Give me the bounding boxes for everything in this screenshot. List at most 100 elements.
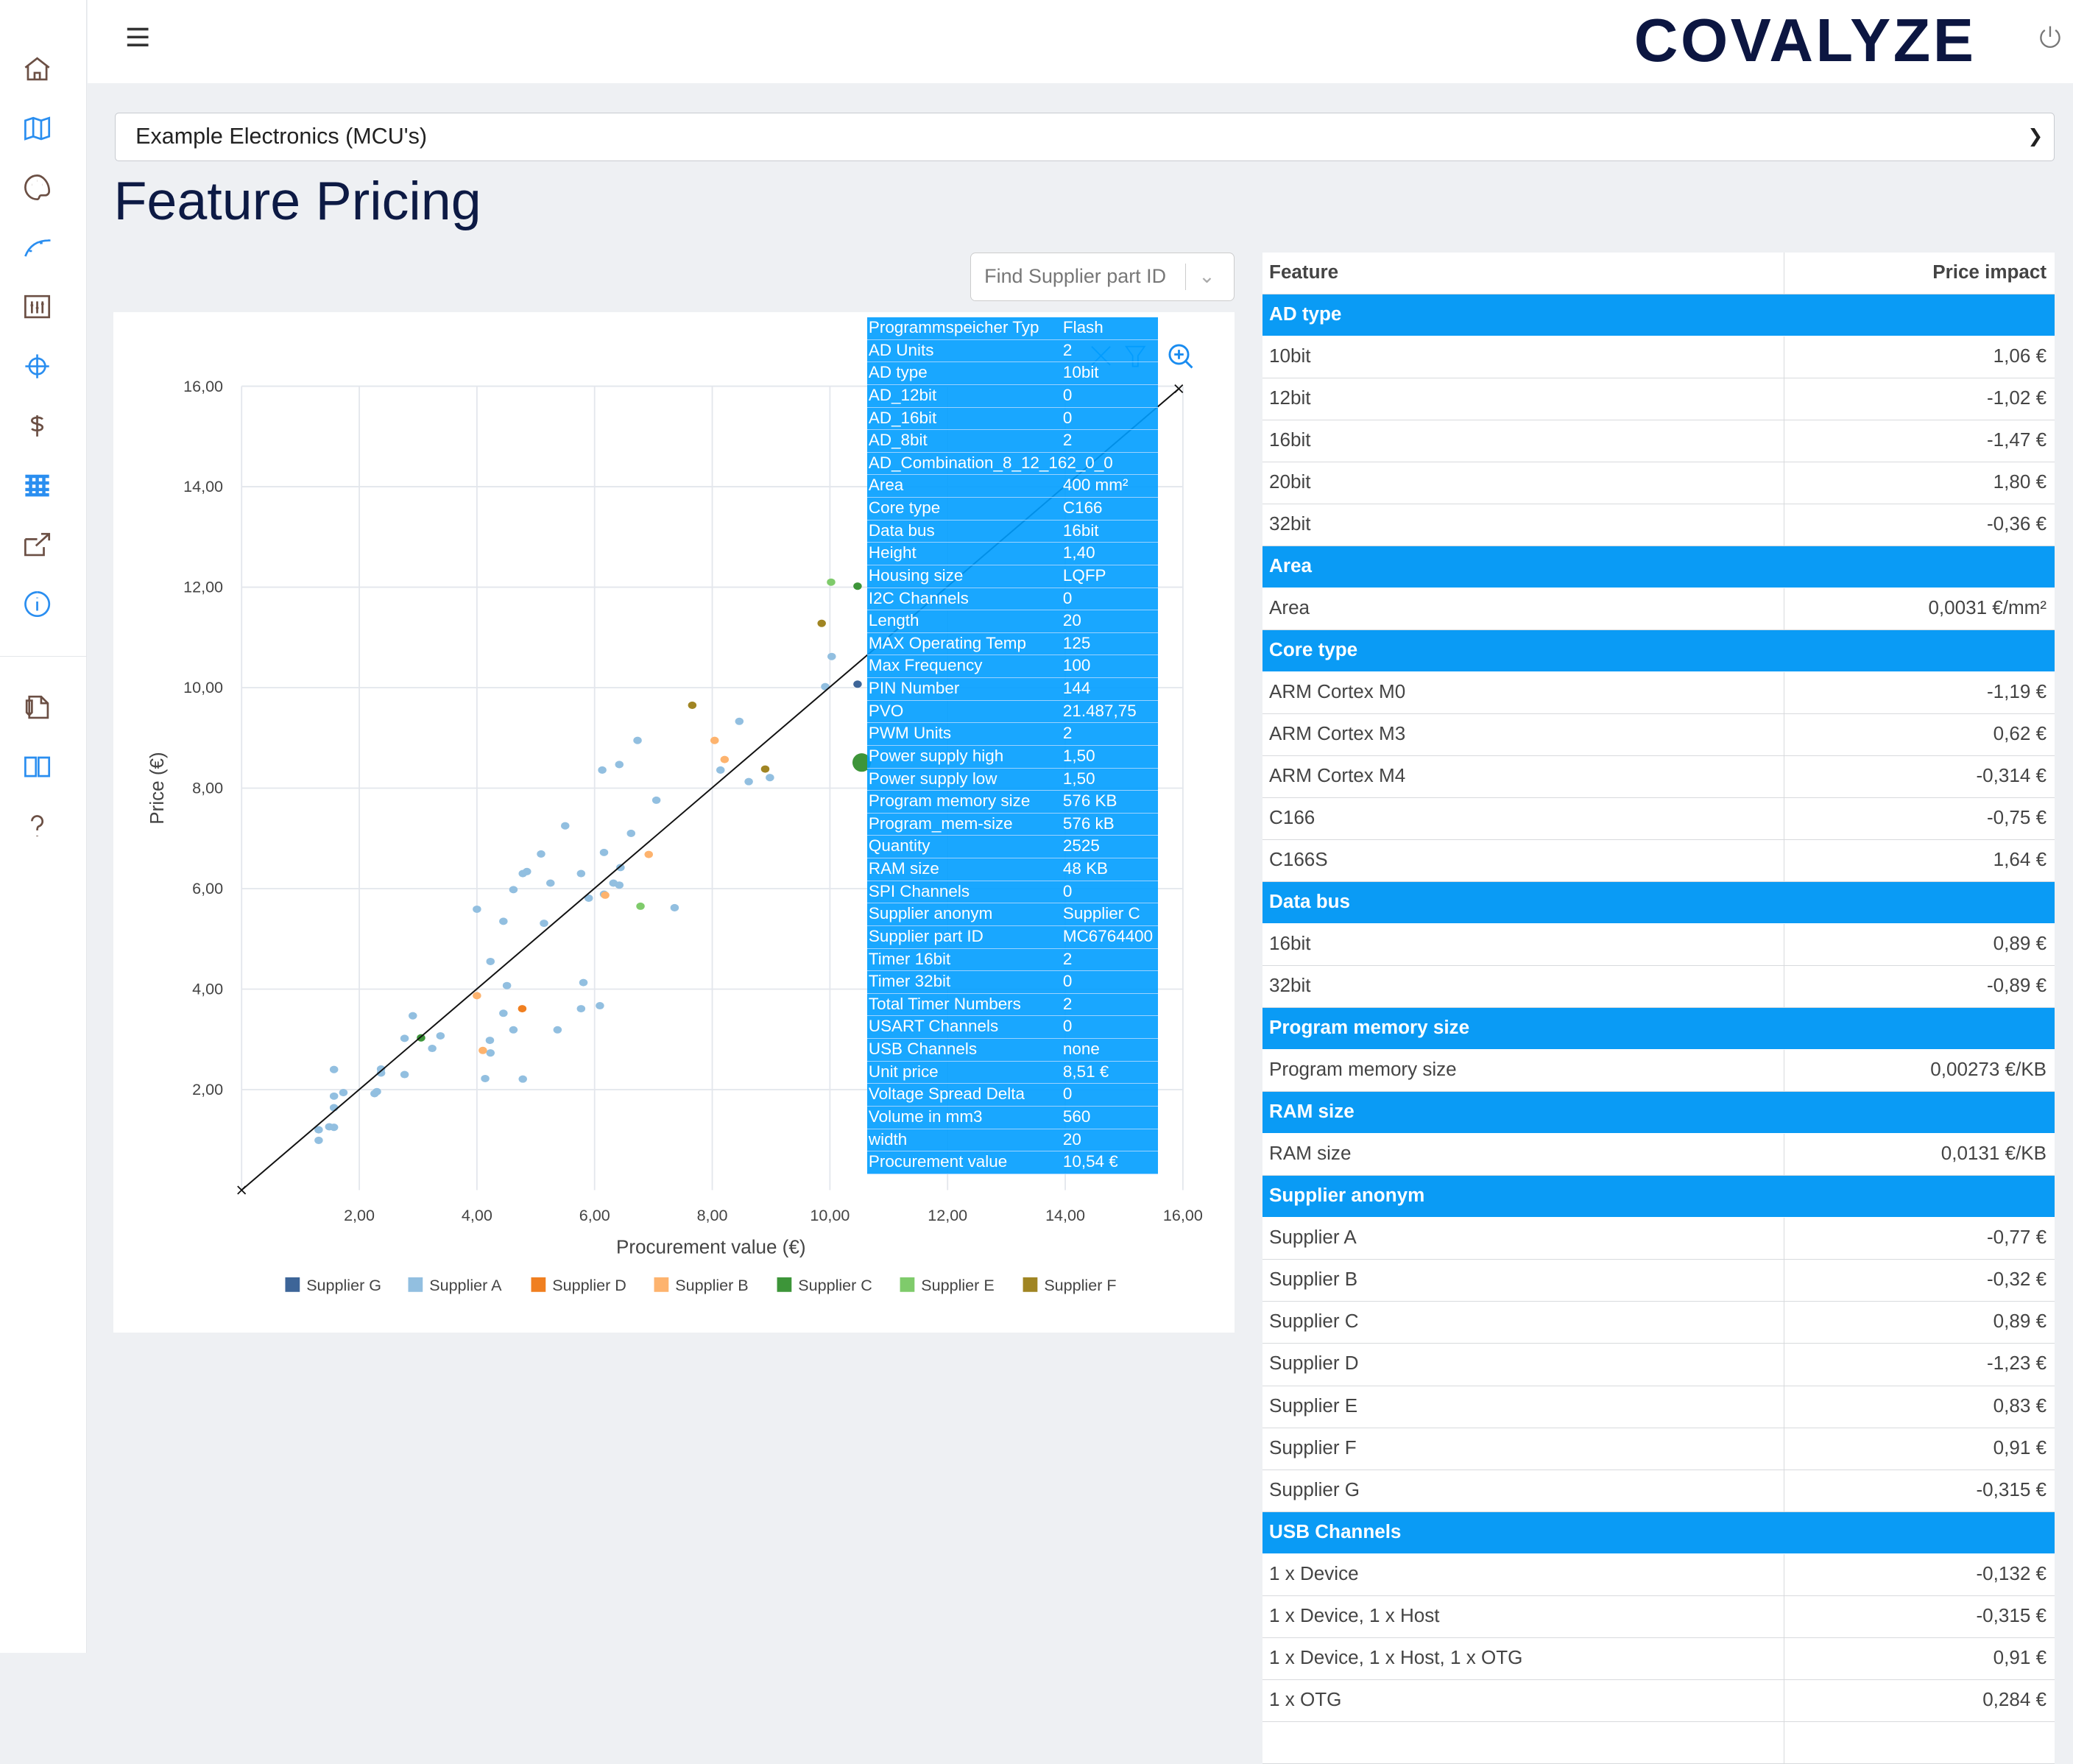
map-icon[interactable] xyxy=(21,113,53,144)
tooltip-key: Timer 32bit xyxy=(868,972,951,991)
y-tick-label: 2,00 xyxy=(193,1080,224,1098)
legend-label: Supplier E xyxy=(922,1276,995,1294)
bezier-curve-icon[interactable] xyxy=(21,231,53,263)
price-impact-cell: -1,19 € xyxy=(1987,680,2047,702)
tooltip-value: 10bit xyxy=(1062,363,1099,382)
data-point xyxy=(644,850,654,858)
data-point xyxy=(330,1092,339,1100)
tooltip-value: 0 xyxy=(1062,408,1073,427)
data-point xyxy=(853,582,863,590)
data-point xyxy=(518,1004,527,1012)
tooltip-value: 1,50 xyxy=(1062,769,1095,788)
document-icon[interactable] xyxy=(21,691,53,723)
x-tick-label: 4,00 xyxy=(462,1206,492,1224)
data-point xyxy=(537,850,546,858)
data-point xyxy=(314,1126,324,1134)
tooltip-key: Data bus xyxy=(868,521,935,540)
data-point xyxy=(716,766,725,774)
tooltip-key: AD_12bit xyxy=(868,385,937,404)
group-label: Data bus xyxy=(1269,890,1350,913)
y-tick-label: 12,00 xyxy=(184,578,224,596)
data-point xyxy=(554,1026,562,1034)
tooltip-row: USB Channels none xyxy=(867,1039,1159,1062)
find-supplier-part-input[interactable]: Find Supplier part ID ⌄ xyxy=(970,253,1235,302)
table-row: 1 x Device -0,132 € xyxy=(1262,1553,2055,1596)
price-impact-cell: 0,89 € xyxy=(1993,1310,2047,1333)
x-axis-label: Procurement value (€) xyxy=(616,1236,806,1258)
price-impact-cell: -0,75 € xyxy=(1987,806,2047,829)
feature-cell: 20bit xyxy=(1262,462,1785,504)
hamburger-icon[interactable] xyxy=(126,27,149,48)
table-row: 32bit -0,36 € xyxy=(1262,504,2055,546)
feature-cell: Program memory size xyxy=(1262,1050,1785,1092)
home-icon[interactable] xyxy=(21,53,53,85)
x-tick-label: 10,00 xyxy=(811,1206,850,1224)
data-point xyxy=(652,796,661,804)
tooltip-value: 400 mm² xyxy=(1062,476,1129,495)
tooltip-key: Supplier part ID xyxy=(868,926,983,945)
tooltip-value: 0 xyxy=(1062,972,1073,991)
data-point xyxy=(596,1001,605,1009)
feature-cell: 10bit xyxy=(1262,336,1785,378)
external-link-icon[interactable] xyxy=(21,529,53,560)
tooltip-value: MC6764400 xyxy=(1062,926,1154,945)
tooltip-row: PVO 21.487,75 xyxy=(867,700,1159,724)
sidebar xyxy=(0,0,87,1653)
data-point xyxy=(330,1065,339,1073)
tooltip-row: Voltage Spread Delta 0 xyxy=(867,1084,1159,1107)
price-impact-cell: 0,91 € xyxy=(1993,1436,2047,1458)
price-impact-cell: -0,315 € xyxy=(1976,1604,2047,1626)
book-icon[interactable] xyxy=(21,751,53,783)
feature-cell: Supplier A xyxy=(1262,1218,1785,1260)
tooltip-key: Procurement value xyxy=(868,1152,1008,1171)
data-point xyxy=(671,903,679,911)
data-point xyxy=(509,886,518,894)
tooltip-key: Unit price xyxy=(868,1062,939,1081)
data-point xyxy=(615,881,624,889)
palette-icon[interactable] xyxy=(21,172,53,203)
project-select[interactable]: Example Electronics (MCU's) ❯ xyxy=(115,112,2055,162)
tooltip-value: 0 xyxy=(1062,1017,1073,1036)
price-impact-cell: 0,83 € xyxy=(1993,1394,2047,1417)
tooltip-row: Volume in mm3 560 xyxy=(867,1106,1159,1129)
x-tick-label: 8,00 xyxy=(697,1206,728,1224)
tooltip-value: 144 xyxy=(1062,679,1091,698)
tooltip-key: Length xyxy=(868,611,919,630)
scatter-chart[interactable]: 2,00 4,00 6,00 8,00 10,00 12,00 14,00 16,00 2,00… xyxy=(113,312,1235,1333)
crosshair-icon[interactable] xyxy=(21,350,53,382)
tooltip-key: AD_16bit xyxy=(868,408,937,427)
chevron-down-icon[interactable]: ⌄ xyxy=(1198,265,1215,288)
price-impact-cell: -0,315 € xyxy=(1976,1478,2047,1500)
table-row: 1 x Device, 1 x Host, 1 x OTG 0,91 € xyxy=(1262,1637,2055,1680)
tooltip-key: Quantity xyxy=(868,836,930,855)
tooltip-key: PWM Units xyxy=(868,724,952,743)
question-icon[interactable] xyxy=(21,811,53,842)
power-icon[interactable] xyxy=(2037,24,2063,50)
tooltip-row: Timer 32bit 0 xyxy=(867,971,1159,994)
tooltip-key: width xyxy=(868,1129,908,1149)
data-point xyxy=(409,1012,417,1020)
tooltip-key: Program_mem-size xyxy=(868,814,1013,833)
price-impact-cell: -0,77 € xyxy=(1987,1226,2047,1249)
data-point xyxy=(473,992,482,1000)
zoom-in-icon[interactable] xyxy=(1168,344,1193,369)
tooltip-row: Area 400 mm² xyxy=(867,475,1159,498)
legend-swatch xyxy=(531,1277,546,1292)
data-point xyxy=(633,736,643,744)
grid-icon[interactable] xyxy=(21,470,53,501)
feature-cell: C166S xyxy=(1262,840,1785,882)
table-row: Supplier C 0,89 € xyxy=(1262,1302,2055,1344)
data-point xyxy=(486,957,495,965)
table-row: 12bit -1,02 € xyxy=(1262,378,2055,420)
price-impact-cell: -1,23 € xyxy=(1987,1352,2047,1375)
price-impact-cell: -0,89 € xyxy=(1987,974,2047,997)
data-point xyxy=(478,1046,488,1054)
sliders-icon[interactable] xyxy=(21,291,53,322)
feature-cell: Supplier C xyxy=(1262,1302,1785,1344)
dollar-icon[interactable] xyxy=(21,410,53,442)
tooltip-key: Voltage Spread Delta xyxy=(868,1084,1025,1104)
tooltip-value: 1,50 xyxy=(1062,746,1095,765)
tooltip-row: MAX Operating Temp 125 xyxy=(867,632,1159,656)
info-icon[interactable] xyxy=(21,588,53,620)
tooltip-value: 576 kB xyxy=(1062,814,1115,833)
